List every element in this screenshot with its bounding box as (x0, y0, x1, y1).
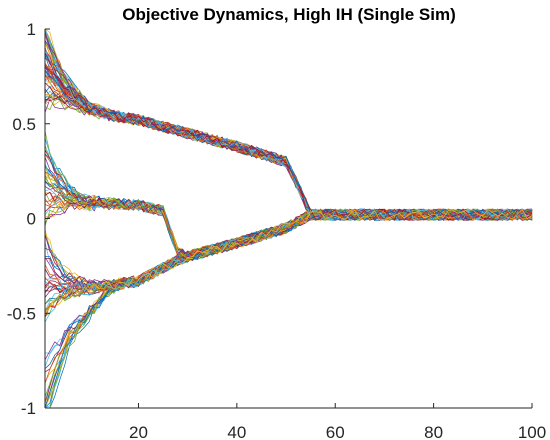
x-tick-label: 20 (129, 423, 148, 440)
series-line (44, 70, 533, 221)
series-lines (44, 28, 533, 409)
series-line (44, 74, 533, 221)
series-line (44, 70, 533, 221)
series-line (44, 66, 533, 220)
series-line (44, 49, 533, 221)
series-line (44, 62, 533, 221)
series-line (44, 41, 533, 221)
series-line (44, 31, 533, 221)
series-line (44, 208, 533, 409)
tick-labels: 20 40 60 80 100 -1 -0.5 0 0.5 1 (7, 20, 546, 440)
series-line (44, 74, 533, 221)
series-line (44, 42, 533, 221)
series-line (44, 208, 533, 404)
series-line (44, 209, 533, 404)
series-line (44, 208, 533, 290)
series-line (44, 65, 533, 220)
series-line (44, 171, 533, 261)
series-line (44, 28, 533, 221)
series-line (44, 64, 533, 221)
series-line (44, 69, 533, 221)
series-line (44, 137, 533, 260)
series-line (44, 64, 533, 221)
series-line (44, 28, 532, 221)
series-line (44, 52, 533, 221)
y-tick-label: -1 (21, 399, 36, 418)
series-line (44, 66, 533, 221)
series-line (44, 208, 533, 409)
y-tick-label: 0 (27, 210, 36, 229)
series-line (44, 209, 533, 383)
series-line (44, 42, 533, 221)
series-line (45, 208, 533, 409)
series-line (44, 76, 533, 221)
series-line (44, 65, 533, 221)
x-tick-label: 40 (227, 423, 246, 440)
series-line (44, 47, 533, 221)
x-tick-label: 100 (518, 423, 546, 440)
series-line (44, 208, 533, 409)
series-line (44, 69, 533, 221)
series-line (44, 51, 533, 221)
series-line (44, 28, 533, 221)
series-line (44, 53, 533, 221)
series-line (44, 52, 533, 221)
series-line (44, 174, 533, 256)
series-line (44, 208, 533, 409)
y-tick-label: 0.5 (12, 115, 36, 134)
series-line (44, 48, 533, 221)
series-line (44, 34, 533, 221)
series-line (44, 208, 533, 290)
series-line (44, 208, 533, 384)
y-tick-label: 1 (27, 20, 36, 39)
series-line (44, 57, 533, 220)
y-tick-label: -0.5 (7, 304, 36, 323)
series-line (44, 208, 533, 409)
series-line (44, 209, 533, 289)
series-line (44, 75, 533, 221)
x-tick-label: 60 (326, 423, 345, 440)
series-line (44, 209, 533, 409)
series-line (44, 47, 533, 221)
series-line (44, 67, 533, 221)
series-line (44, 72, 533, 221)
series-line (44, 208, 533, 290)
series-line (44, 28, 533, 221)
series-line (44, 28, 533, 221)
series-line (44, 28, 533, 220)
series-line (44, 208, 533, 289)
series-line (44, 30, 533, 221)
series-line (44, 31, 533, 221)
series-line (44, 34, 533, 221)
series-line (44, 208, 533, 397)
series-line (45, 209, 533, 409)
series-line (44, 32, 533, 221)
axes (44, 28, 533, 409)
series-line (44, 70, 533, 221)
series-line (44, 208, 533, 305)
series-line (44, 208, 533, 316)
series-line (44, 182, 533, 258)
chart-title: Objective Dynamics, High IH (Single Sim) (122, 5, 455, 24)
x-tick-label: 80 (424, 423, 443, 440)
series-line (44, 209, 533, 402)
series-line (44, 40, 533, 221)
series-line (44, 131, 533, 261)
